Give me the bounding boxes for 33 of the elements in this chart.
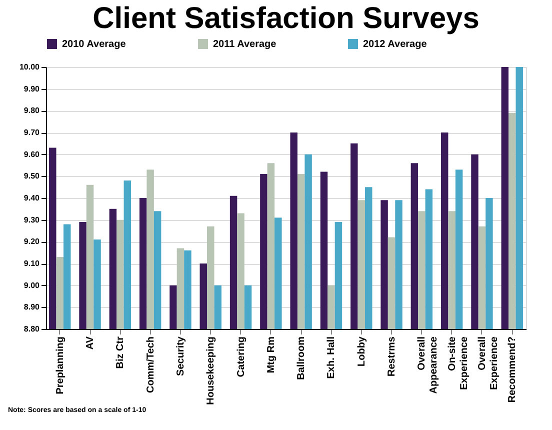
y-tick-label: 8.90 xyxy=(24,302,40,312)
x-tick-label: Mtg Rm xyxy=(266,336,277,374)
x-tick-label: Biz Ctr xyxy=(115,336,126,369)
y-tick-label: 9.90 xyxy=(24,84,40,94)
x-tick-label: Comm/Tech xyxy=(145,336,156,393)
x-tick-label: Ballroom xyxy=(296,336,308,380)
y-tick-label: 9.50 xyxy=(24,172,40,181)
x-tick-label: On-site Experience xyxy=(446,336,470,390)
x-tick-label: AV xyxy=(85,336,96,350)
y-tick-label: 9.10 xyxy=(24,259,40,268)
x-tick-label: Catering xyxy=(236,336,247,378)
x-tick-label: Recommend? xyxy=(507,336,518,403)
x-tick-label: Exh. Hall xyxy=(326,336,338,379)
y-tick-label: 9.60 xyxy=(24,150,40,159)
x-tick-label: Preplanning xyxy=(54,336,66,394)
y-tick-label: 9.30 xyxy=(24,215,40,224)
legend-label: 2010 Average xyxy=(62,39,126,50)
legend-label: 2011 Average xyxy=(213,39,277,50)
x-tick-label: Restrms xyxy=(386,336,398,377)
y-tick-label: 9.40 xyxy=(24,194,40,202)
x-tick-label: Housekeeping xyxy=(206,336,217,405)
legend-label: 2012 Average xyxy=(363,39,428,50)
chart-title: Client Satisfaction Surveys xyxy=(92,2,480,35)
x-tick-label: Security xyxy=(175,336,186,376)
y-tick-label: 9.70 xyxy=(24,128,40,137)
x-tick-label: Overall Appearance xyxy=(416,336,440,394)
y-tick-label: 9.00 xyxy=(24,280,40,290)
y-tick-label: 10.00 xyxy=(19,62,40,72)
x-tick-label: Overall Experience xyxy=(476,336,500,390)
y-tick-label: 8.80 xyxy=(24,324,40,334)
y-tick-label: 9.80 xyxy=(24,106,40,116)
x-tick-label: Lobby xyxy=(356,336,368,366)
y-tick-label: 9.20 xyxy=(24,237,40,246)
